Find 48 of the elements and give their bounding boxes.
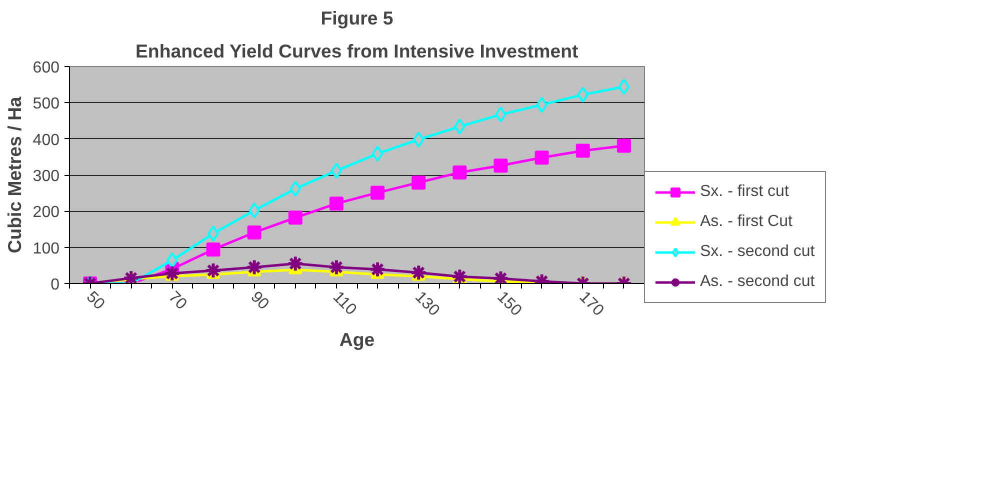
point [452,165,467,180]
point [286,255,304,272]
point [329,196,344,211]
y-tick-label: 300 [32,168,60,185]
point [576,144,590,158]
point [288,210,302,225]
point [412,176,426,190]
x-tick-label: 170 [576,288,607,320]
chart-subtitle: Enhanced Yield Curves from Intensive Investment [135,40,578,62]
point [204,262,222,279]
point [412,132,424,148]
x-tick-label: 90 [247,288,272,314]
point [618,78,630,95]
point [616,138,631,153]
point [330,162,342,179]
point [370,186,385,200]
legend-label: Sx. - first cut [700,183,789,201]
legend-label: Sx. - second cut [700,243,815,261]
point [410,264,428,282]
point [328,258,345,276]
legend-label: As. - second cut [700,273,815,291]
y-axis-title: Cubic Metres / Ha [4,96,25,254]
y-tick-label: 600 [32,60,60,76]
y-tick-label: 200 [32,204,60,222]
chart-title: Figure 5 [320,8,394,28]
y-tick-label: 0 [50,276,60,294]
x-tick-label: 150 [494,288,525,320]
x-tick-label: 130 [412,288,443,320]
x-tick-label: 70 [165,288,190,314]
y-tick-label: 500 [32,96,60,113]
point [577,86,589,103]
point [534,150,549,165]
point [247,226,262,240]
point [290,180,302,197]
point [369,260,386,278]
point [164,264,181,282]
point [451,268,468,284]
point [492,270,510,284]
y-tick-label: 100 [32,240,60,258]
point [246,258,263,276]
point [206,242,220,257]
point [372,146,384,162]
x-axis-title: Age [339,328,375,350]
point [494,158,508,173]
y-tick-label: 400 [32,132,60,149]
x-tick-label: 50 [82,288,108,314]
x-tick-label: 110 [329,288,360,319]
legend-label: As. - first Cut [700,213,792,231]
